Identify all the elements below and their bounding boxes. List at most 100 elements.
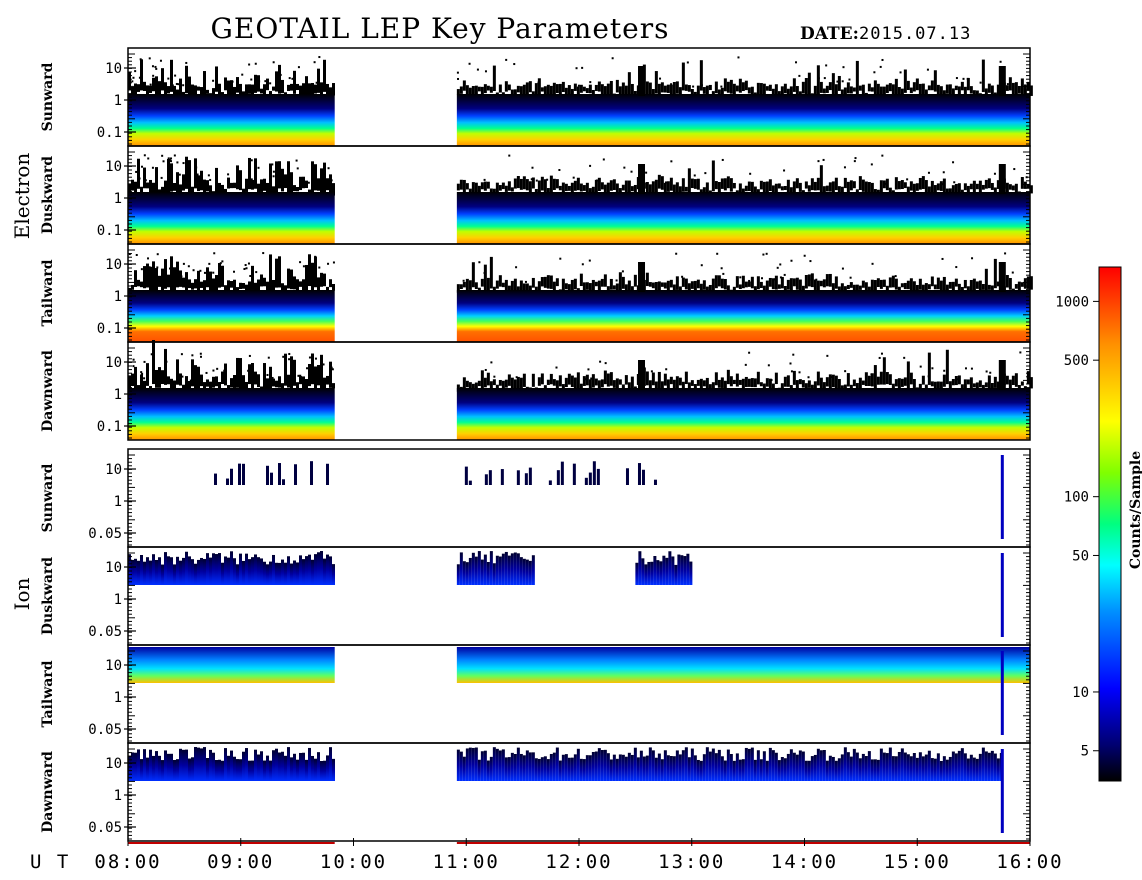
- spectrogram-cell: [936, 277, 940, 290]
- spectrogram-cell: [134, 270, 137, 287]
- spectrogram-cell: [516, 747, 520, 781]
- spectrogram-cell: [149, 266, 152, 291]
- spectrogram-cell: [185, 272, 188, 291]
- spectrogram-cell: [627, 752, 631, 781]
- spectrogram-cell: [576, 372, 580, 390]
- spectrogram-cell: [615, 283, 619, 292]
- spectrogram-dot: [999, 60, 1002, 63]
- spectrogram-dot: [484, 70, 487, 73]
- spectrogram-cell: [206, 379, 209, 387]
- spectrogram-cell: [564, 754, 568, 781]
- spectrogram-dot: [779, 276, 782, 279]
- spectrogram-cell: [843, 177, 847, 189]
- spectrogram-cell: [510, 89, 514, 97]
- spectrogram-cell: [654, 281, 658, 292]
- spectrogram-cell: [495, 384, 499, 391]
- spectrogram-cell: [326, 755, 329, 781]
- spectrogram-cell: [146, 263, 149, 288]
- spectrogram-cell: [690, 89, 694, 97]
- spectrogram-cell: [206, 89, 209, 94]
- spectrogram-dot: [941, 183, 944, 186]
- spectrogram-dot: [255, 271, 258, 274]
- spectrogram-cell: [825, 377, 829, 387]
- spectrogram-cell: [735, 753, 739, 781]
- spectrogram-cell: [906, 754, 910, 781]
- spectrogram-cell: [990, 750, 994, 781]
- spectrogram-dot: [203, 271, 206, 274]
- spectrogram-cell: [296, 83, 299, 91]
- spectrogram-cell: [311, 559, 314, 585]
- spectrogram-cell: [837, 378, 841, 392]
- spectrogram-cell: [696, 178, 700, 190]
- spectrogram-cell: [996, 84, 1000, 95]
- spectrogram-cell: [170, 378, 173, 392]
- spectrogram-cell: [795, 178, 799, 189]
- spectrogram-cell: [903, 182, 907, 189]
- spectrogram-cell: [164, 82, 167, 95]
- spectrogram-cell: [606, 83, 610, 95]
- spectrogram-dot: [871, 262, 874, 265]
- spectrogram-dot: [599, 360, 602, 363]
- spectrogram-cell: [732, 182, 736, 189]
- spectrogram-cell: [714, 372, 718, 386]
- spectrogram-cell: [702, 380, 706, 387]
- spectrogram-cell: [248, 760, 251, 781]
- spectrogram-cell: [837, 75, 841, 91]
- spectrogram-cell: [993, 376, 997, 388]
- spectrogram-dot: [151, 166, 154, 169]
- y-tick-label: 10: [105, 61, 122, 77]
- spectrogram-dot: [971, 257, 974, 260]
- spectrogram-cell: [564, 283, 568, 290]
- spectrogram-dot: [192, 269, 195, 272]
- y-tick-label: 0.1: [97, 223, 122, 239]
- spectrogram-cell: [849, 282, 853, 288]
- spectrogram-cell: [143, 380, 146, 389]
- spectrogram-cell: [311, 353, 314, 385]
- spectrogram-cell: [588, 283, 592, 293]
- spectrogram-cell: [143, 561, 146, 585]
- spectrogram-cell: [777, 183, 781, 189]
- spectrogram-dot: [264, 80, 267, 83]
- spectrogram-cell: [173, 760, 176, 781]
- spectrogram-dot: [515, 266, 518, 269]
- spectrogram-cell: [939, 381, 943, 389]
- spectrogram-cell: [314, 256, 317, 288]
- spectrogram-cell: [675, 182, 679, 194]
- spectrogram-cell: [179, 78, 182, 95]
- spectrogram-cell: [131, 284, 134, 290]
- spectrogram-cell: [750, 378, 754, 388]
- spectrogram-dot: [881, 58, 884, 61]
- spectrogram-cell: [215, 167, 218, 193]
- spectrogram-cell: [993, 753, 997, 781]
- spectrogram-cell: [287, 374, 290, 388]
- spectrogram-cell: [570, 88, 574, 95]
- spectrogram-cell: [687, 283, 691, 292]
- spectrogram-cell: [290, 356, 293, 390]
- spectrogram-cell: [864, 372, 868, 387]
- spectrogram-cell: [143, 749, 146, 781]
- spectrogram-dot: [589, 81, 592, 84]
- spectrogram-cell: [275, 71, 278, 92]
- spectrogram-cell: [750, 276, 754, 289]
- spectrogram-cell: [287, 84, 290, 91]
- spectrogram-cell: [468, 480, 472, 485]
- spectrogram-cell: [762, 285, 766, 293]
- spectrogram-cell: [792, 752, 796, 781]
- spectrogram-cell: [975, 183, 979, 190]
- spectrogram-cell: [534, 286, 538, 293]
- spectrogram-cell: [741, 188, 745, 195]
- spectrogram-dot: [272, 170, 275, 173]
- spectrogram-cell: [705, 747, 709, 781]
- spectrogram-cell: [143, 266, 146, 289]
- spectrogram-cell: [849, 86, 853, 94]
- spectrogram-cell: [456, 564, 460, 585]
- spectrogram-cell: [498, 750, 502, 781]
- spectrogram-cell: [720, 377, 724, 388]
- x-tick-label: 12:00: [545, 851, 612, 873]
- spectrogram-cell: [548, 480, 552, 485]
- spectrogram-cell: [747, 87, 751, 94]
- spectrogram-dot: [650, 370, 653, 373]
- spectrogram-cell: [804, 274, 808, 289]
- spectrogram-cell: [218, 553, 221, 585]
- spectrogram-cell: [666, 84, 670, 93]
